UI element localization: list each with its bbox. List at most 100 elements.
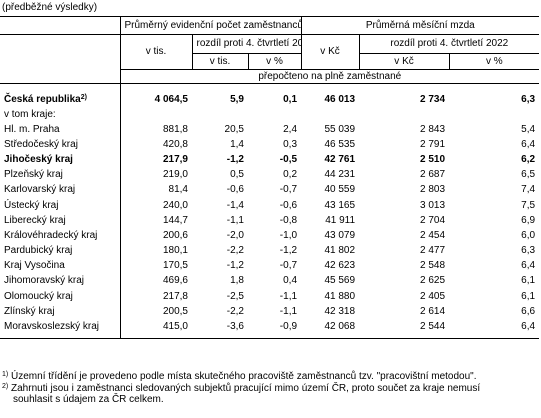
region-name: Moravskoslezský kraj (0, 319, 121, 335)
region-employees: 415,0 (162, 321, 188, 333)
table-row: Pardubický kraj 180,1 -2,2 -1,2 41 802 2 477 6… (0, 243, 539, 259)
header-corner-2 (0, 34, 121, 54)
table-row: Olomoucký kraj 217,8 -2,5 -1,1 41 880 2 405 6,… (0, 289, 539, 305)
country-footnote-mark: 2) (80, 93, 87, 101)
region-wage: 41 880 (324, 290, 356, 302)
region-employees: 200,5 (162, 305, 188, 317)
region-employees-diff: -2,2 (226, 245, 244, 257)
region-employees: 240,0 (162, 199, 188, 211)
region-wage: 55 039 (324, 123, 356, 135)
region-employees-diff: 1,4 (230, 138, 244, 150)
region-employees-percent: -0,6 (279, 199, 298, 211)
table-caption: (předběžné výsledky) (2, 2, 98, 13)
region-wage-diff: 2 614 (420, 305, 446, 317)
footnote-2: 2) Zahrnuti jsou i zaměstnanci sledovaný… (2, 383, 481, 405)
region-wage-diff: 2 454 (420, 229, 446, 241)
header-wage-diff-czk: v Kč (359, 53, 450, 70)
region-employees-percent: -0,5 (279, 153, 298, 165)
region-wage-percent: 6,2 (521, 153, 536, 165)
table-row: Karlovarský kraj 81,4 -0,6 -0,7 40 559 2 803 7… (0, 182, 539, 198)
region-wage: 40 559 (324, 184, 356, 196)
header-employees-diff-percent: v % (248, 53, 302, 70)
region-name: Hl. m. Praha (0, 122, 121, 138)
header-employees-diff: rozdíl proti 4. čtvrtletí 2022 (192, 34, 302, 54)
region-name: Zlínský kraj (0, 304, 121, 320)
region-employees-diff: -1,1 (226, 214, 244, 226)
region-wage: 41 911 (325, 214, 356, 226)
region-employees-percent: -0,7 (279, 260, 298, 272)
header-corner-4 (0, 69, 121, 84)
region-wage-diff: 2 803 (420, 184, 446, 196)
region-name: Olomoucký kraj (0, 289, 121, 305)
table-row: Jihočeský kraj 217,9 -1,2 -0,5 42 761 2 510 6,… (0, 152, 539, 168)
region-employees: 420,8 (162, 138, 188, 150)
in-regions-label: v tom kraje: (0, 108, 121, 122)
table-row: Ústecký kraj 240,0 -1,4 -0,6 43 165 3 013 7,5 (0, 197, 539, 214)
region-wage: 41 802 (324, 245, 356, 257)
region-employees: 219,0 (162, 169, 188, 181)
region-wage-percent: 6,1 (521, 275, 536, 287)
table-row: Jihomoravský kraj 469,6 1,8 0,4 45 569 2 625 6… (0, 273, 539, 290)
region-wage-percent: 6,4 (521, 138, 536, 150)
header-recalculated-note: přepočteno na plně zaměstnané (120, 69, 540, 84)
region-wage-diff: 2 405 (420, 290, 446, 302)
region-wage: 45 569 (324, 275, 356, 287)
region-name: Ústecký kraj (0, 197, 121, 214)
region-name: Jihočeský kraj (0, 152, 121, 168)
country-wage-diff: 2 734 (420, 93, 446, 105)
header-employees-diff-thousands: v tis. (192, 53, 249, 70)
region-name: Plzeňský kraj (0, 167, 121, 183)
region-name: Karlovarský kraj (0, 182, 121, 198)
header-employees-thousands: v tis. (120, 34, 193, 70)
region-employees: 180,1 (162, 245, 188, 257)
region-wage: 43 165 (324, 199, 356, 211)
region-employees-diff: -0,6 (226, 184, 244, 196)
region-name: Jihomoravský kraj (0, 273, 121, 290)
region-wage-percent: 7,5 (521, 199, 536, 211)
region-name: Liberecký kraj (0, 213, 121, 229)
region-employees-diff: 0,5 (230, 169, 244, 181)
region-employees-percent: 0,3 (283, 138, 298, 150)
region-employees: 469,6 (162, 275, 188, 287)
region-wage-diff: 2 625 (420, 275, 446, 287)
region-wage-diff: 2 687 (420, 169, 446, 181)
region-wage-percent: 7,4 (521, 184, 536, 196)
region-wage-percent: 6,4 (521, 321, 536, 333)
region-employees-percent: -0,9 (279, 321, 298, 333)
country-employees-diff: 5,9 (230, 93, 244, 105)
region-wage: 42 623 (324, 260, 356, 272)
table-row: Královéhradecký kraj 200,6 -2,0 -1,0 43 079 2… (0, 228, 539, 244)
header-wage-diff-percent: v % (485, 55, 503, 67)
region-employees-diff: -3,6 (226, 321, 244, 333)
region-wage-percent: 6,6 (521, 305, 536, 317)
region-employees-diff: -2,2 (226, 305, 244, 317)
header-wage-czk: v Kč (301, 34, 360, 70)
region-employees-diff: -1,2 (226, 260, 244, 272)
region-employees-diff: -2,0 (226, 229, 244, 241)
region-wage-percent: 6,0 (521, 229, 536, 241)
region-wage-percent: 6,9 (521, 214, 536, 226)
region-wage-diff: 2 548 (420, 260, 446, 272)
region-name: Středočeský kraj (0, 137, 121, 153)
table-row: Liberecký kraj 144,7 -1,1 -0,8 41 911 2 704 6,… (0, 213, 539, 229)
region-wage-percent: 6,4 (521, 260, 536, 272)
region-employees-percent: 0,2 (283, 169, 298, 181)
region-employees-percent: -1,1 (279, 290, 298, 302)
region-wage: 42 761 (324, 153, 356, 165)
region-wage-diff: 2 704 (420, 214, 446, 226)
region-rows: Hl. m. Praha 881,8 20,5 2,4 55 039 2 843 5,4 St… (0, 122, 539, 335)
region-wage-diff: 2 544 (420, 321, 446, 333)
region-employees: 200,6 (162, 229, 188, 241)
country-wage: 46 013 (324, 93, 356, 105)
region-wage-percent: 6,3 (521, 245, 536, 257)
table-row: Hl. m. Praha 881,8 20,5 2,4 55 039 2 843 5,4 (0, 122, 539, 138)
region-employees-percent: 0,4 (283, 275, 298, 287)
table-row: Plzeňský kraj 219,0 0,5 0,2 44 231 2 687 6,5 (0, 167, 539, 183)
region-wage: 46 535 (324, 138, 356, 150)
region-employees-percent: -0,8 (279, 214, 298, 226)
region-employees-diff: -2,5 (226, 290, 244, 302)
region-wage-diff: 3 013 (420, 199, 446, 211)
region-wage-diff: 2 477 (420, 245, 446, 257)
region-wage: 42 068 (324, 321, 356, 333)
region-employees: 217,8 (162, 290, 188, 302)
